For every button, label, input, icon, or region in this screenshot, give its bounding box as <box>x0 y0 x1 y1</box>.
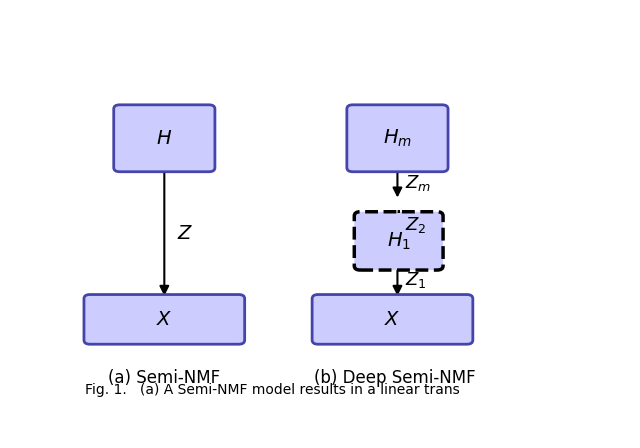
Text: (b) Deep Semi-NMF: (b) Deep Semi-NMF <box>314 369 476 387</box>
Text: $H_m$: $H_m$ <box>383 128 412 149</box>
Text: $H_1$: $H_1$ <box>387 230 411 251</box>
FancyBboxPatch shape <box>114 105 215 172</box>
Text: $H$: $H$ <box>156 129 172 148</box>
FancyBboxPatch shape <box>312 294 473 344</box>
FancyBboxPatch shape <box>347 105 448 172</box>
Text: Fig. 1.   (a) A Semi-NMF model results in a linear trans: Fig. 1. (a) A Semi-NMF model results in … <box>85 383 460 397</box>
FancyBboxPatch shape <box>355 212 443 270</box>
Text: $Z_m$: $Z_m$ <box>405 173 431 193</box>
Text: $Z_1$: $Z_1$ <box>405 270 426 290</box>
FancyBboxPatch shape <box>84 294 244 344</box>
Text: $X$: $X$ <box>384 310 401 329</box>
Text: $Z_2$: $Z_2$ <box>405 215 426 234</box>
Text: (a) Semi-NMF: (a) Semi-NMF <box>108 369 220 387</box>
Text: $X$: $X$ <box>156 310 173 329</box>
Text: $Z$: $Z$ <box>177 224 193 243</box>
Text: $\cdots$: $\cdots$ <box>386 198 409 222</box>
